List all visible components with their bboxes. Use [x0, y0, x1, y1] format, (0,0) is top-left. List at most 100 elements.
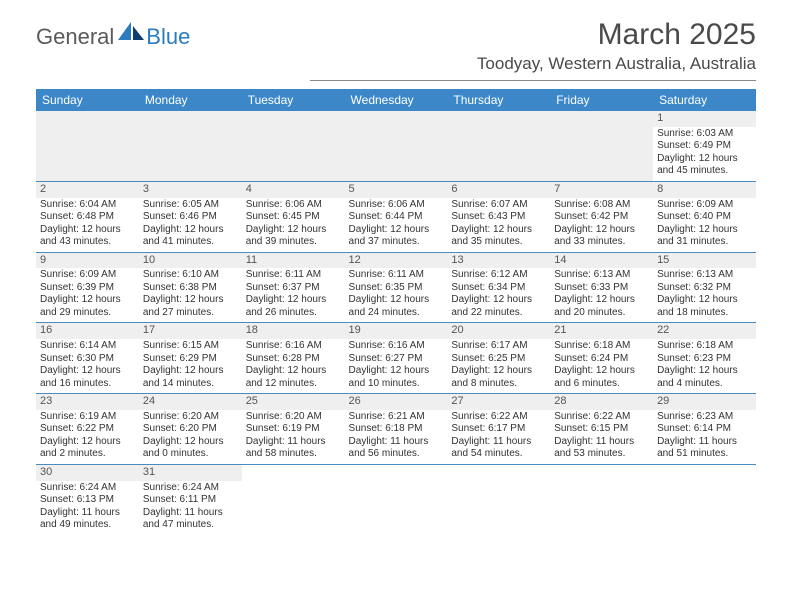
day-info: Sunrise: 6:20 AMSunset: 6:20 PMDaylight:… [143, 411, 238, 461]
day-info: Sunrise: 6:04 AMSunset: 6:48 PMDaylight:… [40, 199, 135, 249]
calendar-row: 23Sunrise: 6:19 AMSunset: 6:22 PMDayligh… [36, 394, 756, 465]
calendar-cell: 5Sunrise: 6:06 AMSunset: 6:44 PMDaylight… [345, 181, 448, 252]
calendar-row: 9Sunrise: 6:09 AMSunset: 6:39 PMDaylight… [36, 252, 756, 323]
day-number: 12 [345, 253, 448, 269]
day-number: 21 [550, 323, 653, 339]
day-info: Sunrise: 6:24 AMSunset: 6:13 PMDaylight:… [40, 482, 135, 532]
calendar-cell [447, 111, 550, 181]
day-number: 24 [139, 394, 242, 410]
calendar-cell: 29Sunrise: 6:23 AMSunset: 6:14 PMDayligh… [653, 394, 756, 465]
day-number: 25 [242, 394, 345, 410]
location: Toodyay, Western Australia, Australia [477, 54, 756, 74]
day-info: Sunrise: 6:10 AMSunset: 6:38 PMDaylight:… [143, 269, 238, 319]
calendar-cell: 4Sunrise: 6:06 AMSunset: 6:45 PMDaylight… [242, 181, 345, 252]
calendar-cell: 13Sunrise: 6:12 AMSunset: 6:34 PMDayligh… [447, 252, 550, 323]
calendar-cell: 31Sunrise: 6:24 AMSunset: 6:11 PMDayligh… [139, 464, 242, 534]
logo-sail-icon [118, 22, 144, 40]
day-number: 10 [139, 253, 242, 269]
day-number: 26 [345, 394, 448, 410]
month-title: March 2025 [477, 18, 756, 52]
calendar-cell [36, 111, 139, 181]
day-number: 3 [139, 182, 242, 198]
calendar-cell: 24Sunrise: 6:20 AMSunset: 6:20 PMDayligh… [139, 394, 242, 465]
calendar-cell: 6Sunrise: 6:07 AMSunset: 6:43 PMDaylight… [447, 181, 550, 252]
day-number: 8 [653, 182, 756, 198]
day-info: Sunrise: 6:16 AMSunset: 6:27 PMDaylight:… [349, 340, 444, 390]
logo-text-general: General [36, 24, 114, 50]
day-number: 1 [653, 111, 756, 127]
day-number: 5 [345, 182, 448, 198]
logo: General Blue [36, 24, 190, 50]
calendar-cell [550, 464, 653, 534]
calendar-cell [345, 464, 448, 534]
calendar-body: 1Sunrise: 6:03 AMSunset: 6:49 PMDaylight… [36, 111, 756, 535]
calendar-cell: 21Sunrise: 6:18 AMSunset: 6:24 PMDayligh… [550, 323, 653, 394]
calendar-cell: 10Sunrise: 6:10 AMSunset: 6:38 PMDayligh… [139, 252, 242, 323]
day-info: Sunrise: 6:18 AMSunset: 6:23 PMDaylight:… [657, 340, 752, 390]
weekday-header: Sunday [36, 89, 139, 111]
calendar-cell: 28Sunrise: 6:22 AMSunset: 6:15 PMDayligh… [550, 394, 653, 465]
day-info: Sunrise: 6:06 AMSunset: 6:45 PMDaylight:… [246, 199, 341, 249]
day-number: 31 [139, 465, 242, 481]
calendar-cell: 3Sunrise: 6:05 AMSunset: 6:46 PMDaylight… [139, 181, 242, 252]
day-number: 15 [653, 253, 756, 269]
day-number: 23 [36, 394, 139, 410]
day-number: 6 [447, 182, 550, 198]
day-number: 22 [653, 323, 756, 339]
day-info: Sunrise: 6:24 AMSunset: 6:11 PMDaylight:… [143, 482, 238, 532]
calendar-row: 16Sunrise: 6:14 AMSunset: 6:30 PMDayligh… [36, 323, 756, 394]
day-number: 9 [36, 253, 139, 269]
calendar-cell: 26Sunrise: 6:21 AMSunset: 6:18 PMDayligh… [345, 394, 448, 465]
day-number: 4 [242, 182, 345, 198]
day-number: 30 [36, 465, 139, 481]
logo-text-blue: Blue [146, 24, 190, 50]
day-info: Sunrise: 6:09 AMSunset: 6:39 PMDaylight:… [40, 269, 135, 319]
day-info: Sunrise: 6:18 AMSunset: 6:24 PMDaylight:… [554, 340, 649, 390]
day-number: 18 [242, 323, 345, 339]
weekday-header: Tuesday [242, 89, 345, 111]
day-info: Sunrise: 6:13 AMSunset: 6:32 PMDaylight:… [657, 269, 752, 319]
calendar-cell [139, 111, 242, 181]
day-number: 17 [139, 323, 242, 339]
calendar-cell: 27Sunrise: 6:22 AMSunset: 6:17 PMDayligh… [447, 394, 550, 465]
day-info: Sunrise: 6:06 AMSunset: 6:44 PMDaylight:… [349, 199, 444, 249]
day-info: Sunrise: 6:07 AMSunset: 6:43 PMDaylight:… [451, 199, 546, 249]
day-info: Sunrise: 6:16 AMSunset: 6:28 PMDaylight:… [246, 340, 341, 390]
calendar-cell [550, 111, 653, 181]
day-info: Sunrise: 6:23 AMSunset: 6:14 PMDaylight:… [657, 411, 752, 461]
calendar-cell [447, 464, 550, 534]
day-number: 28 [550, 394, 653, 410]
calendar-cell: 11Sunrise: 6:11 AMSunset: 6:37 PMDayligh… [242, 252, 345, 323]
weekday-header: Friday [550, 89, 653, 111]
day-info: Sunrise: 6:09 AMSunset: 6:40 PMDaylight:… [657, 199, 752, 249]
day-info: Sunrise: 6:12 AMSunset: 6:34 PMDaylight:… [451, 269, 546, 319]
calendar-cell: 23Sunrise: 6:19 AMSunset: 6:22 PMDayligh… [36, 394, 139, 465]
calendar-cell: 7Sunrise: 6:08 AMSunset: 6:42 PMDaylight… [550, 181, 653, 252]
day-info: Sunrise: 6:11 AMSunset: 6:37 PMDaylight:… [246, 269, 341, 319]
day-info: Sunrise: 6:22 AMSunset: 6:15 PMDaylight:… [554, 411, 649, 461]
day-info: Sunrise: 6:19 AMSunset: 6:22 PMDaylight:… [40, 411, 135, 461]
calendar-cell: 19Sunrise: 6:16 AMSunset: 6:27 PMDayligh… [345, 323, 448, 394]
weekday-header: Monday [139, 89, 242, 111]
calendar-cell: 15Sunrise: 6:13 AMSunset: 6:32 PMDayligh… [653, 252, 756, 323]
day-number: 11 [242, 253, 345, 269]
day-number: 19 [345, 323, 448, 339]
calendar-row: 2Sunrise: 6:04 AMSunset: 6:48 PMDaylight… [36, 181, 756, 252]
calendar-cell [242, 111, 345, 181]
calendar-cell [345, 111, 448, 181]
day-info: Sunrise: 6:11 AMSunset: 6:35 PMDaylight:… [349, 269, 444, 319]
day-info: Sunrise: 6:17 AMSunset: 6:25 PMDaylight:… [451, 340, 546, 390]
day-info: Sunrise: 6:08 AMSunset: 6:42 PMDaylight:… [554, 199, 649, 249]
day-info: Sunrise: 6:05 AMSunset: 6:46 PMDaylight:… [143, 199, 238, 249]
weekday-header: Wednesday [345, 89, 448, 111]
calendar-row: 1Sunrise: 6:03 AMSunset: 6:49 PMDaylight… [36, 111, 756, 181]
day-info: Sunrise: 6:15 AMSunset: 6:29 PMDaylight:… [143, 340, 238, 390]
calendar-cell: 12Sunrise: 6:11 AMSunset: 6:35 PMDayligh… [345, 252, 448, 323]
day-info: Sunrise: 6:13 AMSunset: 6:33 PMDaylight:… [554, 269, 649, 319]
weekday-header: Saturday [653, 89, 756, 111]
calendar-cell: 1Sunrise: 6:03 AMSunset: 6:49 PMDaylight… [653, 111, 756, 181]
calendar-row: 30Sunrise: 6:24 AMSunset: 6:13 PMDayligh… [36, 464, 756, 534]
calendar-cell: 25Sunrise: 6:20 AMSunset: 6:19 PMDayligh… [242, 394, 345, 465]
day-number: 7 [550, 182, 653, 198]
title-block: March 2025 Toodyay, Western Australia, A… [477, 18, 756, 74]
